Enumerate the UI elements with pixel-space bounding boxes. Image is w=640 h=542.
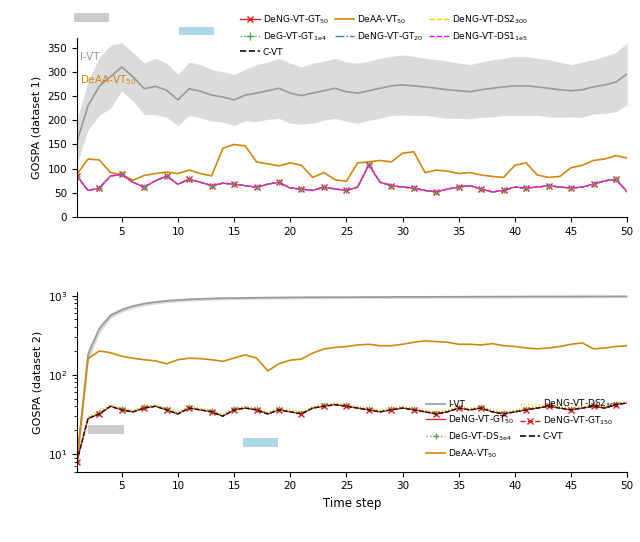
Legend: DeNG-VT-GT$_{50}$, DeG-VT-GT$_{1\mathrm{e}4}$, C-VT, DeAA-VT$_{50}$, DeNG-VT-GT$: DeNG-VT-GT$_{50}$, DeG-VT-GT$_{1\mathrm{… <box>236 10 532 60</box>
Y-axis label: GOSPA (dataset 1): GOSPA (dataset 1) <box>32 76 42 179</box>
Text: DeAA-VT$_{50}$: DeAA-VT$_{50}$ <box>80 73 137 87</box>
X-axis label: Time step: Time step <box>323 497 381 510</box>
Text: I-VT: I-VT <box>80 51 100 62</box>
Legend: I-VT, DeNG-VT-GT$_{50}$, DeG-VT-DS$_{3\mathrm{e}4}$, DeAA-VT$_{50}$, DeNG-VT-DS2: I-VT, DeNG-VT-GT$_{50}$, DeG-VT-DS$_{3\m… <box>422 394 623 463</box>
Y-axis label: GOSPA (dataset 2): GOSPA (dataset 2) <box>32 330 42 434</box>
